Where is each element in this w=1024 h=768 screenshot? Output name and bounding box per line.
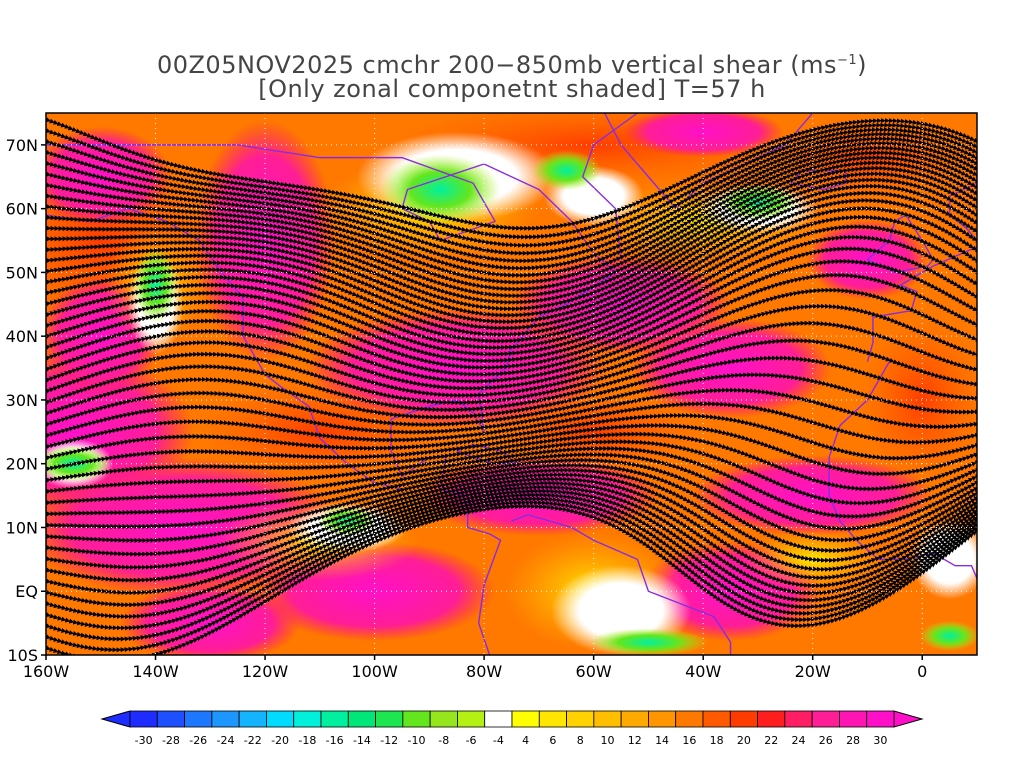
colorbar-label: -18 bbox=[298, 734, 316, 747]
colorbar-swatch bbox=[238, 710, 267, 728]
colorbar-label: -22 bbox=[244, 734, 262, 747]
lon-label: 140W bbox=[132, 662, 179, 681]
colorbar-label: -8 bbox=[438, 734, 449, 747]
colorbar-swatch bbox=[484, 710, 513, 728]
colorbar-swatch bbox=[729, 710, 758, 728]
colorbar-label: 30 bbox=[873, 734, 887, 747]
colorbar-swatch bbox=[702, 710, 731, 728]
lon-label: 120W bbox=[242, 662, 289, 681]
colorbar-label: -4 bbox=[493, 734, 504, 747]
colorbar-swatch bbox=[375, 710, 404, 728]
lon-label: 20W bbox=[795, 662, 831, 681]
colorbar-label: 16 bbox=[682, 734, 696, 747]
colorbar-swatch bbox=[402, 710, 431, 728]
colorbar-label: -24 bbox=[217, 734, 235, 747]
colorbar-label: -16 bbox=[326, 734, 344, 747]
lat-label: 10N bbox=[6, 518, 38, 537]
chart-title-line-1: 00Z05NOV2025 cmchr 200−850mb vertical sh… bbox=[156, 51, 868, 79]
lat-label: 70N bbox=[6, 136, 38, 155]
colorbar-label: -20 bbox=[271, 734, 289, 747]
colorbar-label: 4 bbox=[522, 734, 529, 747]
colorbar-swatch bbox=[184, 710, 213, 728]
colorbar-swatch bbox=[156, 710, 185, 728]
shading-patch bbox=[588, 628, 709, 655]
colorbar-swatch bbox=[757, 710, 786, 728]
shading-patch bbox=[623, 113, 784, 158]
colorbar-swatch bbox=[839, 710, 868, 728]
colorbar-swatch bbox=[293, 710, 322, 728]
graticule bbox=[46, 113, 977, 655]
lat-label: EQ bbox=[15, 582, 38, 601]
colorbar-label: -28 bbox=[162, 734, 180, 747]
map-frame bbox=[45, 112, 978, 656]
colorbar-swatch bbox=[675, 710, 704, 728]
colorbar-swatch bbox=[429, 710, 458, 728]
colorbar-swatch bbox=[593, 710, 622, 728]
colorbar-label: -26 bbox=[189, 734, 207, 747]
colorbar-label: -14 bbox=[353, 734, 371, 747]
map-plot-area bbox=[46, 113, 977, 655]
streamline bbox=[46, 503, 977, 655]
lat-label: 20N bbox=[6, 455, 38, 474]
colorbar-label: 14 bbox=[655, 734, 669, 747]
lon-label: 80W bbox=[466, 662, 502, 681]
lon-label: 0 bbox=[917, 662, 927, 681]
colorbar-label: 24 bbox=[792, 734, 806, 747]
colorbar-swatch bbox=[211, 710, 240, 728]
colorbar-swatch bbox=[620, 710, 649, 728]
colorbar: -30 -28 -26 -24 -22 -20 -18 -16 -14 -12 -10 -8 -6 -4 4… bbox=[100, 710, 924, 747]
lon-label: 160W bbox=[23, 662, 70, 681]
colorbar-swatch bbox=[320, 710, 349, 728]
colorbar-high-arrow bbox=[893, 710, 924, 728]
lat-label: 10S bbox=[7, 646, 38, 665]
colorbar-swatch bbox=[811, 710, 840, 728]
colorbar-swatch bbox=[538, 710, 567, 728]
colorbar-label: 26 bbox=[819, 734, 833, 747]
colorbar-label: -10 bbox=[408, 734, 426, 747]
shading-patch bbox=[120, 583, 301, 655]
colorbar-label: 12 bbox=[628, 734, 642, 747]
lat-label: 40N bbox=[6, 327, 38, 346]
chart-title-line-2: [Only zonal componetnt shaded] T=57 h bbox=[258, 75, 766, 103]
colorbar-label: 20 bbox=[737, 734, 751, 747]
colorbar-swatch bbox=[866, 710, 895, 728]
lon-label: 60W bbox=[576, 662, 612, 681]
colorbar-label: -30 bbox=[135, 734, 153, 747]
colorbar-label: 18 bbox=[710, 734, 724, 747]
colorbar-swatch bbox=[566, 710, 595, 728]
colorbar-label: 22 bbox=[764, 734, 778, 747]
lon-label: 40W bbox=[685, 662, 721, 681]
colorbar-label: 6 bbox=[549, 734, 556, 747]
colorbar-swatch bbox=[648, 710, 677, 728]
colorbar-label: 10 bbox=[601, 734, 615, 747]
colorbar-swatch bbox=[784, 710, 813, 728]
shear-streamlines bbox=[46, 116, 977, 655]
colorbar-swatch bbox=[266, 710, 295, 728]
lat-label: 50N bbox=[6, 263, 38, 282]
colorbar-low-arrow bbox=[100, 710, 131, 728]
colorbar-swatch bbox=[347, 710, 376, 728]
colorbar-label: -12 bbox=[380, 734, 398, 747]
colorbar-swatch bbox=[129, 710, 158, 728]
lat-label: 60N bbox=[6, 200, 38, 219]
shading-patch bbox=[919, 620, 977, 651]
colorbar-label: 28 bbox=[846, 734, 860, 747]
colorbar-swatch bbox=[511, 710, 540, 728]
colorbar-swatch bbox=[457, 710, 486, 728]
lat-label: 30N bbox=[6, 391, 38, 410]
colorbar-label: 8 bbox=[577, 734, 584, 747]
colorbar-label: -6 bbox=[466, 734, 477, 747]
lon-label: 100W bbox=[351, 662, 398, 681]
